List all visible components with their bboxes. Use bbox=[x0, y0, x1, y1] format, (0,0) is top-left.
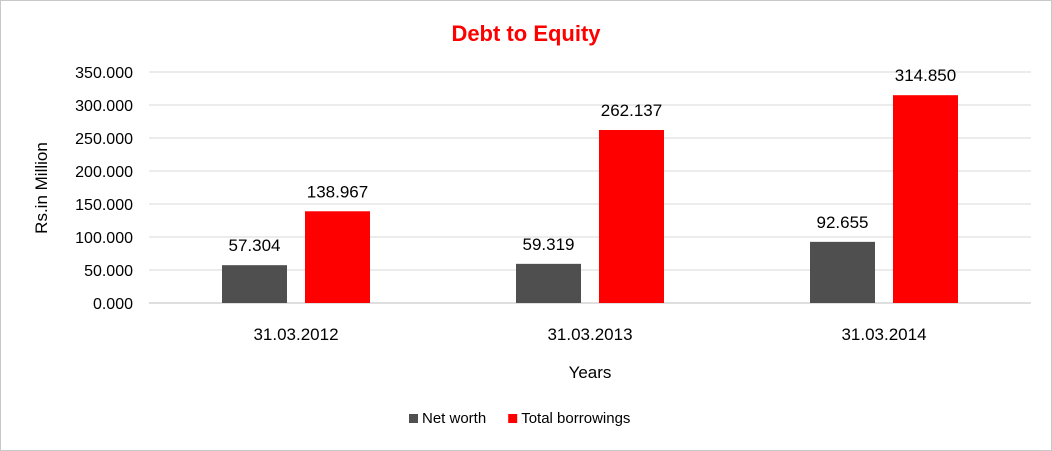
chart-title: Debt to Equity bbox=[451, 21, 601, 46]
gridlines bbox=[149, 71, 1031, 304]
legend-label: Total borrowings bbox=[521, 410, 630, 427]
bars bbox=[222, 95, 958, 303]
bar-net-worth bbox=[810, 241, 875, 303]
data-label: 262.137 bbox=[601, 101, 662, 120]
y-tick-label: 0.000 bbox=[93, 296, 133, 313]
legend-swatch bbox=[508, 414, 518, 423]
bar-net-worth bbox=[222, 265, 287, 303]
y-tick-label: 150.000 bbox=[75, 197, 133, 214]
legend: Net worth Total borrowings bbox=[409, 410, 630, 427]
y-tick-label: 200.000 bbox=[75, 164, 133, 181]
y-tick-labels: 0.000 50.000 100.000 150.000 200.000 250.000 3… bbox=[75, 65, 133, 313]
data-label: 138.967 bbox=[307, 182, 368, 201]
bar-total-borrowings bbox=[893, 95, 958, 303]
data-label: 314.850 bbox=[895, 66, 956, 85]
y-tick-label: 100.000 bbox=[75, 230, 133, 247]
y-tick-label: 300.000 bbox=[75, 98, 133, 115]
x-tick-label: 31.03.2013 bbox=[547, 325, 632, 344]
legend-swatch bbox=[409, 414, 418, 423]
data-label: 57.304 bbox=[229, 236, 281, 255]
x-tick-label: 31.03.2012 bbox=[253, 325, 338, 344]
bar-total-borrowings bbox=[599, 129, 664, 303]
y-tick-label: 350.000 bbox=[75, 65, 133, 82]
y-tick-label: 250.000 bbox=[75, 131, 133, 148]
data-label: 59.319 bbox=[523, 235, 575, 254]
bar-total-borrowings bbox=[305, 211, 370, 303]
x-tick-labels: 31.03.2012 31.03.2013 31.03.2014 bbox=[253, 325, 926, 344]
data-label: 92.655 bbox=[817, 213, 869, 232]
x-tick-label: 31.03.2014 bbox=[841, 325, 926, 344]
x-axis-title: Years bbox=[569, 363, 612, 382]
data-labels: 57.304 138.967 59.319 262.137 92.655 314.850 bbox=[229, 66, 957, 255]
y-tick-label: 50.000 bbox=[84, 263, 133, 280]
bar-net-worth bbox=[516, 263, 581, 303]
legend-label: Net worth bbox=[422, 410, 486, 427]
y-axis-title: Rs.in Million bbox=[32, 142, 51, 234]
